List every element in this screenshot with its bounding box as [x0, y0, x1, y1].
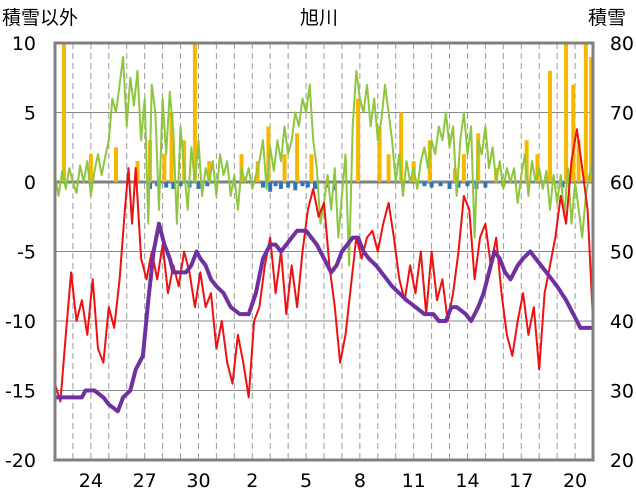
right-tick-label: 30 — [610, 381, 634, 403]
precipitation-bar — [282, 154, 287, 182]
snow_change-bar — [313, 182, 318, 189]
precipitation-bar — [461, 154, 466, 182]
snow_change-bar — [465, 182, 470, 187]
snow_depth-line — [55, 221, 593, 414]
chart-title: 旭川 — [300, 7, 338, 29]
precipitation-bar — [309, 154, 314, 182]
right-tick-label: 70 — [610, 103, 634, 125]
precipitation-bar — [535, 154, 540, 182]
precipitation-bar — [192, 43, 197, 182]
left-tick-label: -20 — [5, 450, 36, 472]
left-axis-label: 積雪以外 — [2, 7, 78, 29]
temperature-line — [54, 128, 594, 403]
right-tick-label: 80 — [610, 33, 634, 55]
left-tick-label: -15 — [5, 381, 36, 403]
precipitation-bar — [399, 112, 404, 182]
left-tick-label: -5 — [17, 242, 36, 264]
snow_change-bar — [261, 182, 266, 188]
snow_change-bar — [422, 182, 427, 187]
precipitation-bar — [88, 154, 93, 182]
x-tick-label: 8 — [354, 470, 366, 492]
precipitation-bar — [524, 140, 529, 182]
precipitation-bar — [266, 126, 271, 182]
snow_change-bar — [171, 182, 176, 189]
left-tick-label: 5 — [24, 103, 36, 125]
snow_change-bar — [447, 182, 452, 189]
x-tick-label: 30 — [186, 470, 210, 492]
precipitation-bar — [576, 140, 581, 182]
precipitation-bar — [207, 161, 212, 182]
snow_change-bar — [293, 182, 298, 191]
x-tick-label: 20 — [563, 470, 587, 492]
x-tick-label: 5 — [300, 470, 312, 492]
x-tick-label: 17 — [509, 470, 533, 492]
right-tick-label: 60 — [610, 172, 634, 194]
snow_change-bar — [164, 182, 169, 188]
precipitation-bar — [564, 43, 569, 182]
left-tick-label: -10 — [5, 311, 36, 333]
snow_change-bar — [305, 182, 310, 188]
line-series — [54, 55, 594, 414]
snow_change-bar — [325, 182, 330, 188]
precipitation-bar — [571, 84, 576, 182]
precipitation-bar — [113, 147, 118, 182]
precipitation-bar — [386, 154, 391, 182]
x-tick-label: 24 — [79, 470, 103, 492]
left-tick-label: 10 — [12, 33, 36, 55]
right-axis-label: 積雪 — [588, 7, 626, 29]
snow_change-bar — [278, 182, 283, 189]
right-tick-label: 50 — [610, 242, 634, 264]
precipitation-bar — [169, 112, 174, 182]
precipitation-bar — [61, 43, 66, 182]
snow_change-bar — [268, 182, 273, 192]
x-tick-label: 27 — [133, 470, 157, 492]
snow_change-bar — [286, 182, 291, 188]
snow_change-bar — [438, 182, 443, 187]
precipitation-bar — [356, 98, 361, 182]
snow_change-bar — [205, 182, 210, 187]
snow_change-bar — [483, 182, 488, 188]
right-tick-label: 20 — [610, 450, 634, 472]
snow_change-bar — [429, 182, 434, 188]
plot-frame — [53, 41, 595, 462]
precipitation-bar — [583, 43, 588, 182]
x-tick-label: 2 — [246, 470, 258, 492]
snow_change-bar — [178, 182, 183, 187]
precipitation-bar — [547, 70, 552, 182]
x-tick-label: 14 — [455, 470, 479, 492]
snow_change-bar — [196, 182, 201, 189]
precipitation-bar — [295, 133, 300, 182]
right-tick-label: 40 — [610, 311, 634, 333]
precipitation-bar — [162, 154, 167, 182]
precipitation-bar — [135, 161, 140, 182]
left-tick-label: 0 — [24, 172, 36, 194]
snow_change-bar — [456, 182, 461, 188]
snow_change-bar — [273, 182, 278, 187]
precipitation-bar — [589, 56, 594, 182]
precipitation-bar — [377, 126, 382, 182]
grid — [55, 43, 593, 460]
x-tick-label: 11 — [402, 470, 426, 492]
snow_change-bar — [300, 182, 305, 187]
